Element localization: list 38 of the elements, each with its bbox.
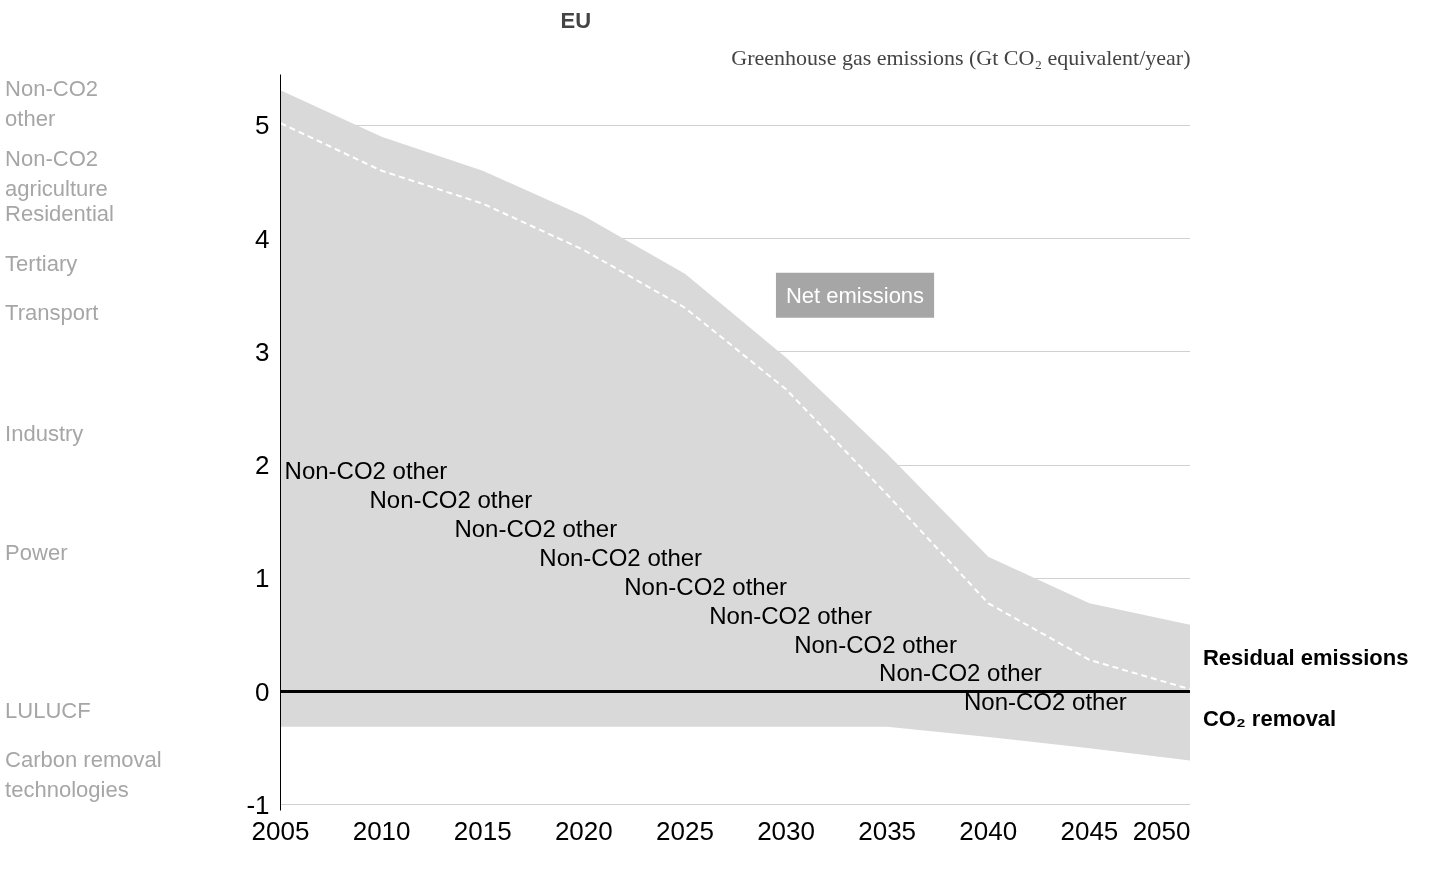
chart-subtitle: Greenhouse gas emissions (Gt CO₂ equivalent/year) <box>731 44 1191 70</box>
annotation: Non-CO2 other <box>624 572 788 600</box>
x-tick-label: 2035 <box>858 815 917 846</box>
text: Residual emissions <box>1202 645 1409 671</box>
text: Carbon removal technologies <box>5 746 162 802</box>
annotation: Non-CO2 other <box>454 515 618 543</box>
annotation: Non-CO2 other <box>879 659 1042 687</box>
text: Non-CO2 other <box>5 76 99 132</box>
x-tick-label: 2045 <box>1060 815 1119 846</box>
annotation: Non-CO2 other <box>964 688 1127 716</box>
x-tick-label: 2020 <box>554 815 613 846</box>
text: Industry <box>5 420 84 446</box>
x-tick-label: 2030 <box>757 815 815 846</box>
y-tick-label: 2 <box>255 450 270 481</box>
annotation: Net emissions <box>785 282 925 308</box>
annotation: Non-CO2 other <box>709 601 872 629</box>
annotation: Non-CO2 other <box>284 457 448 485</box>
x-tick-label: 2025 <box>656 815 714 846</box>
text: LULUCF <box>5 698 91 724</box>
y-tick-label: 1 <box>255 563 270 594</box>
y-tick-label: 5 <box>255 110 270 141</box>
annotation: Non-CO2 other <box>369 486 533 514</box>
text: Power <box>5 539 68 565</box>
x-tick-label: 2050 <box>1132 815 1191 846</box>
text: Residential <box>5 201 114 227</box>
x-tick-label: 2040 <box>959 815 1018 846</box>
chart-title: EU <box>560 7 592 33</box>
y-tick-label: 4 <box>255 223 270 254</box>
x-tick-label: 2015 <box>453 815 512 846</box>
text: Non-CO2 agriculture <box>5 145 108 201</box>
annotation: Non-CO2 other <box>794 630 957 658</box>
y-tick-label: 3 <box>255 336 270 367</box>
annotation: Non-CO2 other <box>539 543 703 571</box>
text: Transport <box>5 299 99 325</box>
text: Tertiary <box>5 251 78 277</box>
x-tick-label: 2010 <box>352 815 411 846</box>
text: CO₂ removal <box>1202 706 1337 732</box>
y-tick-label: 0 <box>255 676 270 707</box>
